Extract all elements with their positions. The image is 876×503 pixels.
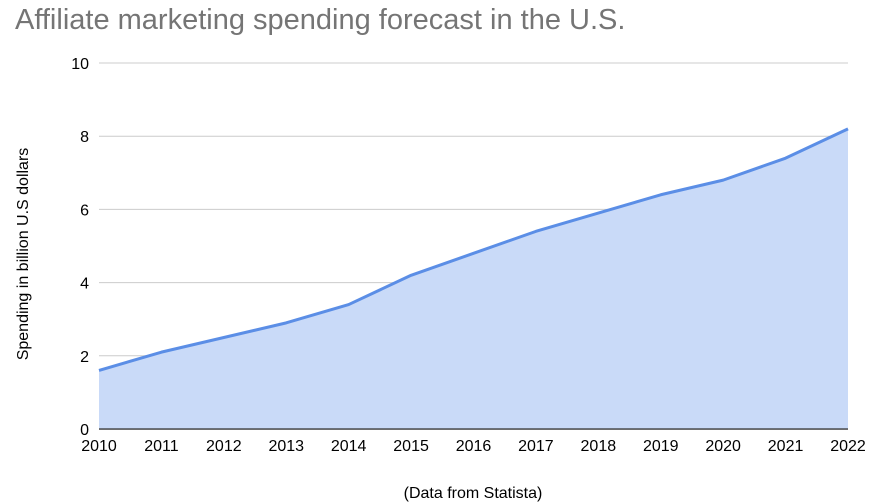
series-area-fill — [99, 128, 848, 429]
y-tick-label: 6 — [80, 202, 89, 219]
x-tick-label: 2014 — [331, 438, 367, 455]
x-tick-label: 2022 — [830, 438, 866, 455]
x-tick-label: 2013 — [268, 438, 304, 455]
y-tick-label: 10 — [71, 56, 89, 73]
x-tick-label: 2019 — [643, 438, 679, 455]
y-axis-ticks: 0 2 4 6 8 10 — [71, 56, 89, 439]
series-line — [98, 127, 849, 372]
y-tick-label: 0 — [80, 422, 89, 439]
y-tick-label: 2 — [80, 349, 89, 366]
x-tick-label: 2017 — [518, 438, 554, 455]
y-tick-label: 8 — [80, 129, 89, 146]
x-tick-label: 2018 — [581, 438, 617, 455]
x-tick-label: 2012 — [206, 438, 242, 455]
x-tick-label: 2016 — [456, 438, 492, 455]
x-tick-label: 2015 — [393, 438, 429, 455]
y-tick-label: 4 — [80, 276, 89, 293]
y-axis-title: Spending in billion U.S dollars — [15, 148, 32, 361]
x-tick-label: 2021 — [768, 438, 804, 455]
x-tick-label: 2010 — [81, 438, 117, 455]
x-tick-label: 2011 — [144, 438, 179, 455]
x-axis-title: (Data from Statista) — [404, 485, 543, 502]
chart-title: Affiliate marketing spending forecast in… — [15, 4, 626, 36]
x-tick-label: 2020 — [705, 438, 741, 455]
x-axis-ticks: 2010 2011 2012 2013 2014 2015 2016 2017 2018 2019… — [81, 438, 866, 455]
